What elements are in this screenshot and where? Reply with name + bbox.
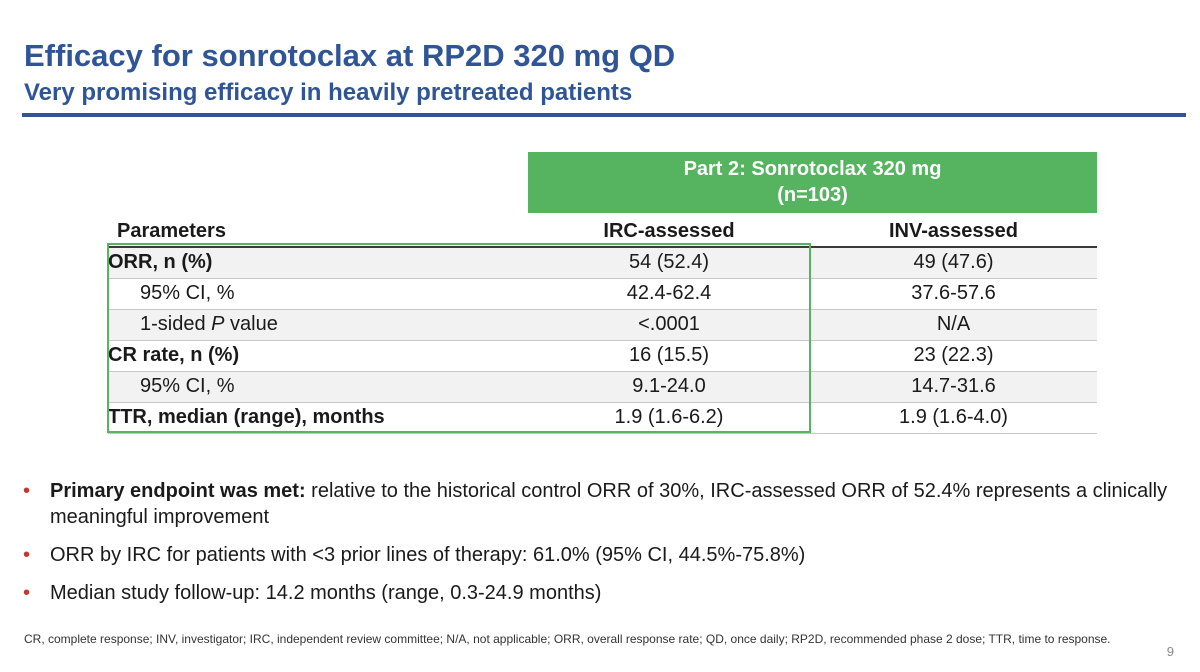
row-irc-value: 9.1-24.0 [528, 371, 810, 403]
row-inv-value: 49 (47.6) [810, 247, 1097, 279]
table-row-orr: ORR, n (%) 54 (52.4) 49 (47.6) [108, 247, 1097, 279]
bullet-orr-prior-lines: ORR by IRC for patients with <3 prior li… [22, 542, 1172, 568]
table-row-cr-rate: CR rate, n (%) 16 (15.5) 23 (22.3) [108, 340, 1097, 372]
bullet-lead: Primary endpoint was met: [50, 480, 306, 502]
row-label: 95% CI, % [108, 278, 528, 310]
row-label: 1-sided P value [108, 309, 528, 341]
row-irc-value: 54 (52.4) [528, 247, 810, 279]
row-label: ORR, n (%) [108, 247, 528, 279]
column-header-parameters: Parameters [108, 216, 528, 248]
abbreviations-footnote: CR, complete response; INV, investigator… [24, 632, 1111, 646]
slide-subtitle: Very promising efficacy in heavily pretr… [24, 79, 633, 106]
row-inv-value: N/A [810, 309, 1097, 341]
page-number: 9 [1166, 644, 1174, 659]
row-irc-value: 42.4-62.4 [528, 278, 810, 310]
table-header-row: Parameters IRC-assessed INV-assessed [108, 216, 1097, 248]
bullet-follow-up: Median study follow-up: 14.2 months (ran… [22, 580, 1172, 606]
slide-title: Efficacy for sonrotoclax at RP2D 320 mg … [24, 38, 676, 73]
row-inv-value: 37.6-57.6 [810, 278, 1097, 310]
row-label: CR rate, n (%) [108, 340, 528, 372]
table-row-p-value: 1-sided P value <.0001 N/A [108, 309, 1097, 341]
row-inv-value: 14.7-31.6 [810, 371, 1097, 403]
row-irc-value: 16 (15.5) [528, 340, 810, 372]
row-inv-value: 1.9 (1.6-4.0) [810, 402, 1097, 434]
row-irc-value: 1.9 (1.6-6.2) [528, 402, 810, 434]
bullet-text: relative to the historical control ORR o… [50, 480, 1168, 528]
group-header-n: (n=103) [777, 184, 848, 206]
column-header-irc: IRC-assessed [528, 216, 810, 248]
bullet-text: Median study follow-up: 14.2 months (ran… [50, 582, 602, 604]
row-inv-value: 23 (22.3) [810, 340, 1097, 372]
title-divider [22, 113, 1186, 117]
row-label-prefix: 1-sided [140, 313, 212, 335]
column-header-inv: INV-assessed [810, 216, 1097, 248]
efficacy-table: Parameters IRC-assessed INV-assessed ORR… [108, 216, 1097, 434]
table-row-cr-ci: 95% CI, % 9.1-24.0 14.7-31.6 [108, 371, 1097, 403]
row-label: TTR, median (range), months [108, 402, 528, 434]
row-irc-value: <.0001 [528, 309, 810, 341]
row-label-suffix: value [224, 313, 278, 335]
table-row-ttr: TTR, median (range), months 1.9 (1.6-6.2… [108, 402, 1097, 434]
bullet-text: ORR by IRC for patients with <3 prior li… [50, 544, 806, 566]
key-findings-list: Primary endpoint was met: relative to th… [22, 478, 1172, 618]
group-header-title: Part 2: Sonrotoclax 320 mg [683, 158, 942, 180]
table-group-header: Part 2: Sonrotoclax 320 mg (n=103) [528, 152, 1097, 213]
table-row-orr-ci: 95% CI, % 42.4-62.4 37.6-57.6 [108, 278, 1097, 310]
row-label-italic: P [211, 313, 225, 335]
row-label: 95% CI, % [108, 371, 528, 403]
bullet-primary-endpoint: Primary endpoint was met: relative to th… [22, 478, 1172, 530]
